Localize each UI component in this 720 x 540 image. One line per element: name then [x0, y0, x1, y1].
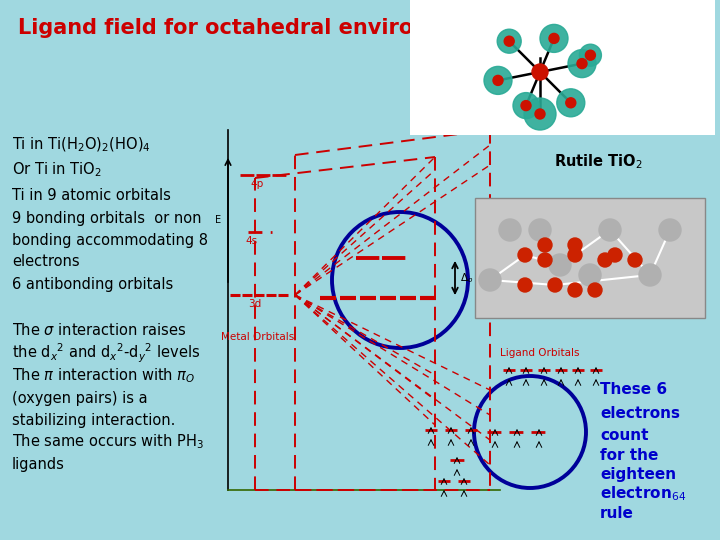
Circle shape — [538, 238, 552, 252]
Text: electron$_{64}$: electron$_{64}$ — [600, 485, 686, 503]
Circle shape — [504, 36, 514, 46]
Circle shape — [499, 219, 521, 241]
Text: rule: rule — [600, 505, 634, 521]
Circle shape — [549, 33, 559, 43]
Text: the d$_x$$^2$ and d$_x$$^2$-d$_y$$^2$ levels: the d$_x$$^2$ and d$_x$$^2$-d$_y$$^2$ le… — [12, 341, 200, 365]
Circle shape — [628, 253, 642, 267]
Circle shape — [659, 219, 681, 241]
Circle shape — [566, 98, 576, 108]
Text: 4s: 4s — [246, 236, 258, 246]
Circle shape — [608, 248, 622, 262]
Circle shape — [549, 254, 571, 276]
Text: Or Ti in TiO$_2$: Or Ti in TiO$_2$ — [12, 160, 102, 179]
Text: eighteen: eighteen — [600, 467, 676, 482]
Circle shape — [532, 64, 548, 80]
Circle shape — [513, 92, 539, 119]
Text: The $\pi$ interaction with $\pi$$_O$: The $\pi$ interaction with $\pi$$_O$ — [12, 367, 195, 386]
Circle shape — [518, 248, 532, 262]
Circle shape — [524, 98, 556, 130]
Circle shape — [493, 76, 503, 85]
Circle shape — [568, 50, 596, 78]
Circle shape — [568, 248, 582, 262]
Circle shape — [535, 109, 545, 119]
Circle shape — [518, 278, 532, 292]
Text: 3d: 3d — [248, 299, 261, 309]
Text: electrons: electrons — [12, 254, 80, 269]
Text: 4p: 4p — [251, 179, 264, 189]
Text: count: count — [600, 429, 649, 443]
Circle shape — [585, 50, 595, 60]
Text: The same occurs with PH$_3$: The same occurs with PH$_3$ — [12, 433, 204, 451]
FancyBboxPatch shape — [410, 0, 715, 135]
Circle shape — [557, 89, 585, 117]
Circle shape — [479, 269, 501, 291]
FancyBboxPatch shape — [475, 198, 705, 318]
Text: electrons: electrons — [600, 406, 680, 421]
Circle shape — [540, 24, 568, 52]
Text: bonding accommodating 8: bonding accommodating 8 — [12, 233, 208, 247]
Text: E: E — [215, 215, 221, 225]
Circle shape — [538, 253, 552, 267]
Circle shape — [521, 100, 531, 111]
Text: Ligand Orbitals: Ligand Orbitals — [500, 348, 580, 358]
Circle shape — [577, 59, 587, 69]
Text: The $\sigma$ interaction raises: The $\sigma$ interaction raises — [12, 322, 186, 338]
Text: (oxygen pairs) is a: (oxygen pairs) is a — [12, 390, 148, 406]
Text: Ti in Ti(H$_2$O)$_2$(HO)$_4$: Ti in Ti(H$_2$O)$_2$(HO)$_4$ — [12, 136, 150, 154]
Circle shape — [639, 264, 661, 286]
Circle shape — [580, 44, 601, 66]
Circle shape — [568, 283, 582, 297]
Text: ligands: ligands — [12, 456, 65, 471]
Text: Metal Orbitals: Metal Orbitals — [221, 332, 294, 342]
Circle shape — [498, 29, 521, 53]
Text: $\Delta_o$: $\Delta_o$ — [460, 271, 473, 285]
Circle shape — [548, 278, 562, 292]
Circle shape — [568, 238, 582, 252]
Circle shape — [579, 264, 601, 286]
Text: stabilizing interaction.: stabilizing interaction. — [12, 413, 176, 428]
Text: 6 antibonding orbitals: 6 antibonding orbitals — [12, 276, 174, 292]
Text: for the: for the — [600, 448, 658, 462]
Text: 9 bonding orbitals  or non: 9 bonding orbitals or non — [12, 211, 202, 226]
Text: Rutile TiO$_2$: Rutile TiO$_2$ — [554, 153, 642, 171]
Text: These 6: These 6 — [600, 382, 667, 397]
Circle shape — [484, 66, 512, 94]
Text: Ti in 9 atomic orbitals: Ti in 9 atomic orbitals — [12, 187, 171, 202]
Circle shape — [599, 219, 621, 241]
Circle shape — [588, 283, 602, 297]
Circle shape — [529, 219, 551, 241]
Text: Ligand field for octahedral environment: Ligand field for octahedral environment — [18, 18, 489, 38]
Circle shape — [598, 253, 612, 267]
